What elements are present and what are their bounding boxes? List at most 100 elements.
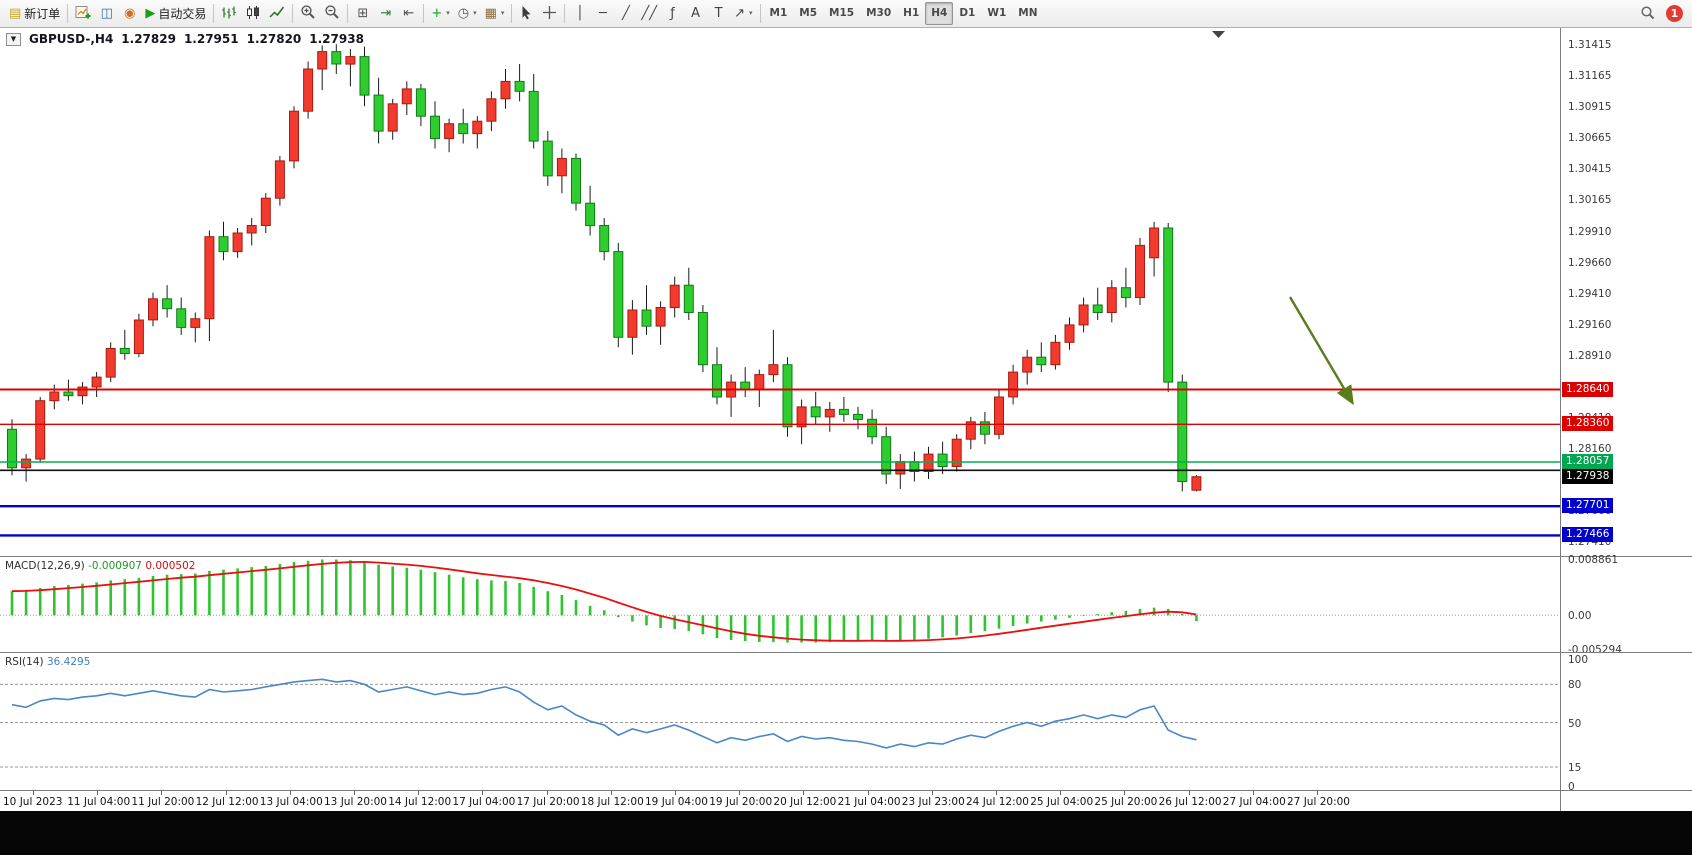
trendline-button[interactable]: ╱ [614,2,637,25]
rsi-chart [0,678,1560,768]
toolbar-separator [213,4,215,23]
zoom-in-button[interactable] [296,2,320,25]
price-chart[interactable] [0,28,1560,556]
zoom-out-button[interactable] [320,2,344,25]
toolbar-separator [759,4,761,23]
rsi-scale-label: 50 [1568,717,1582,730]
rsi-axis: 100 80 50 15 0 [1560,653,1692,793]
rsi-scale-label: 15 [1568,761,1582,774]
new-order-label: 新订单 [24,6,61,21]
ohlc-open: 1.27829 [121,32,176,46]
time-tick [739,791,741,795]
fibonacci-button[interactable]: ƒ [661,2,684,25]
time-label: 13 Jul 04:00 [259,796,323,808]
time-tick [225,791,227,795]
price-badge: 1.28057 [1562,453,1614,469]
crosshair-button[interactable] [538,2,561,25]
timeframe-m1-button[interactable]: M1 [769,7,788,20]
time-label: 25 Jul 20:00 [1094,796,1158,808]
line-chart-button[interactable] [265,2,289,25]
text-label-button[interactable]: T [707,2,730,25]
macd-panel: MACD(12,26,9) -0.000907 0.000502 0.00886… [0,554,1692,656]
timeframe-mn-button[interactable]: MN [1018,7,1038,20]
new-chart-button[interactable] [71,2,95,25]
toolbar-separator [564,4,566,23]
time-tick [675,791,676,795]
periods-button[interactable]: ◷ ▾ [454,2,481,25]
vertical-line-button[interactable]: │ [568,2,591,25]
price-label: 1.29660 [1568,256,1612,269]
templates-button[interactable]: ▦ ▾ [481,2,509,25]
macd-label: MACD(12,26,9) -0.000907 0.000502 [5,560,195,572]
fibonacci-icon: ƒ [670,6,675,21]
cursor-button[interactable] [515,2,538,25]
chart-shift-icon: ⇤ [403,6,415,21]
rsi-name: RSI(14) [5,656,44,668]
price-label: 1.30165 [1568,194,1612,207]
indicators-button[interactable]: + ▾ [427,2,453,25]
price-label: 1.31415 [1568,38,1612,51]
price-label: 1.29160 [1568,318,1612,331]
tile-windows-button[interactable]: ⊞ [351,2,374,25]
timeframe-m15-button[interactable]: M15 [829,7,855,20]
rsi-scale-label: 0 [1568,781,1575,793]
timeframe-h4-button[interactable]: H4 [925,2,954,25]
profiles-icon: ◫ [100,6,113,21]
time-label: 11 Jul 04:00 [67,796,131,808]
trendline-icon: ╱ [622,6,630,21]
time-tick [1060,791,1062,795]
crosshair-icon [542,5,557,23]
search-button[interactable] [1636,2,1659,25]
timeframe-w1-button[interactable]: W1 [987,7,1007,20]
price-panel: ▼ GBPUSD-,H4 1.27829 1.27951 1.27820 1.2… [0,28,1692,556]
timeframe-m5-button[interactable]: M5 [799,7,818,20]
footer-bar [0,811,1692,855]
periods-icon: ◷ [457,6,470,21]
search-icon [1640,5,1655,23]
price-label: 1.29410 [1568,287,1612,300]
time-label: 10 Jul 2023 [3,796,63,808]
chart-shift-button[interactable]: ⇤ [397,2,420,25]
equidistant-channel-button[interactable]: ╱╱ [637,2,661,25]
ohlc-close: 1.27938 [309,32,364,46]
time-tick [803,791,805,795]
horizontal-line-button[interactable]: ─ [591,2,614,25]
timeframe-h1-button[interactable]: H1 [903,7,920,20]
macd-main-value: -0.000907 [88,560,142,572]
time-label: 12 Jul 12:00 [195,796,259,808]
bars-chart-button[interactable] [217,2,241,25]
rsi-scale-label: 100 [1568,654,1589,666]
time-tick [1252,791,1254,795]
auto-scroll-button[interactable]: ⇥ [374,2,397,25]
time-label: 19 Jul 20:00 [709,796,773,808]
arrows-button[interactable]: ↗ ▾ [730,2,756,25]
timeframe-m30-button[interactable]: M30 [866,7,892,20]
time-label: 25 Jul 04:00 [1030,796,1094,808]
time-label: 27 Jul 20:00 [1287,796,1350,808]
toolbar-items: ▤ 新订单 ◫ ◉ ▶ 自动交易 ⊞ ⇥ ⇤ + ▾ ◷ ▾ ▦ ▾ │ ─ ╱ ╱╱ ƒ A T ↗ ▾ M1 M5 M15 M30… [5,0,1044,27]
new-order-button[interactable]: ▤ 新订单 [5,2,64,25]
macd-chart [0,559,1560,643]
text-button[interactable]: A [684,2,707,25]
alerts-button[interactable]: ◉ [118,2,141,25]
vertical-line-icon: │ [576,6,584,21]
chevron-down-icon: ▾ [446,9,450,17]
price-label: 1.28160 [1568,443,1612,456]
notification-badge[interactable]: 1 [1666,5,1683,22]
time-tick [482,791,484,795]
text-label-icon: T [714,6,723,21]
price-label: 1.30915 [1568,100,1612,113]
timeframe-d1-button[interactable]: D1 [959,7,976,20]
price-badge: 1.28640 [1562,381,1614,397]
price-label: 1.28910 [1568,349,1612,362]
indicators-icon: + [431,6,443,21]
horizontal-line-icon: ─ [599,6,607,21]
profiles-button[interactable]: ◫ [95,2,118,25]
one-click-trading-toggle[interactable]: ▼ [6,32,21,46]
candles-chart-button[interactable] [241,2,265,25]
price-badge: 1.27701 [1562,498,1614,514]
price-badge: 1.27466 [1562,527,1614,543]
macd-scale-label: 0.008861 [1568,554,1619,567]
autotrading-button[interactable]: ▶ 自动交易 [141,2,210,25]
